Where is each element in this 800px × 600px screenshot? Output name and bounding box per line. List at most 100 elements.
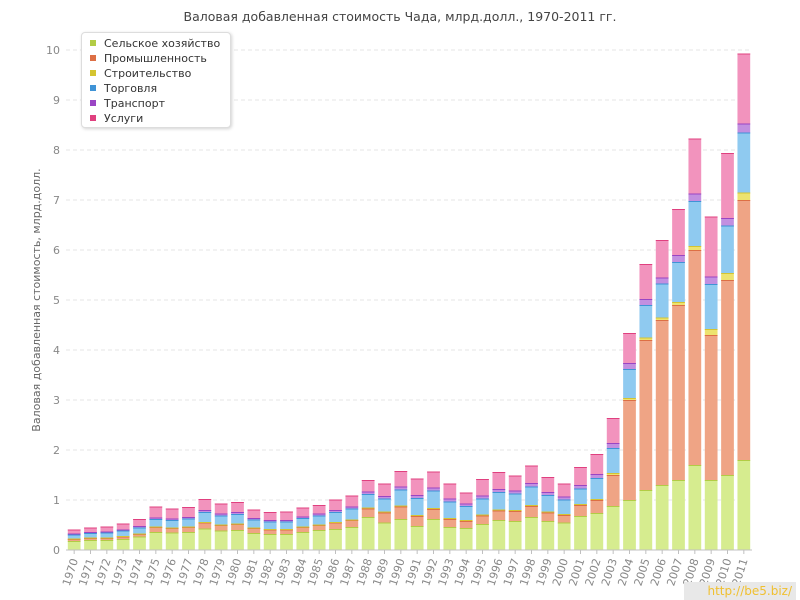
bar-segment[interactable] xyxy=(459,528,473,550)
bar-segment[interactable] xyxy=(476,498,489,515)
bar-segment[interactable] xyxy=(116,536,130,540)
bar-segment[interactable] xyxy=(557,515,571,523)
bar-segment[interactable] xyxy=(427,490,440,509)
bar-segment[interactable] xyxy=(574,516,587,550)
bar-segment[interactable] xyxy=(476,515,489,525)
bar-segment[interactable] xyxy=(263,512,277,520)
bar-segment[interactable] xyxy=(427,487,440,491)
bar-segment[interactable] xyxy=(410,498,424,515)
bar-segment[interactable] xyxy=(443,519,457,527)
bar-segment[interactable] xyxy=(672,302,685,305)
bar-segment[interactable] xyxy=(394,489,408,506)
bar-segment[interactable] xyxy=(116,539,130,550)
bar-segment[interactable] xyxy=(590,513,604,550)
bar-segment[interactable] xyxy=(737,53,751,124)
bar-segment[interactable] xyxy=(280,521,293,530)
legend-item-transport[interactable]: Транспорт xyxy=(90,96,165,111)
legend-item-services[interactable]: Услуги xyxy=(90,111,143,126)
bar-segment[interactable] xyxy=(721,153,734,218)
bar-segment[interactable] xyxy=(214,530,228,551)
bar-segment[interactable] xyxy=(410,526,424,550)
bar-segment[interactable] xyxy=(214,503,228,514)
bar-segment[interactable] xyxy=(296,532,310,550)
bar-segment[interactable] xyxy=(606,443,620,448)
bar-segment[interactable] xyxy=(508,511,522,521)
bar-segment[interactable] xyxy=(704,284,718,329)
bar-segment[interactable] xyxy=(655,277,669,284)
bar-segment[interactable] xyxy=(688,193,702,202)
bar-segment[interactable] xyxy=(508,493,522,511)
bar-segment[interactable] xyxy=(688,138,702,194)
bar-segment[interactable] xyxy=(67,541,81,550)
bar-segment[interactable] xyxy=(737,123,751,133)
bar-segment[interactable] xyxy=(476,524,489,550)
bar-segment[interactable] xyxy=(672,255,685,262)
bar-segment[interactable] xyxy=(165,532,179,551)
bar-segment[interactable] xyxy=(410,495,424,498)
bar-segment[interactable] xyxy=(100,540,114,550)
bar-segment[interactable] xyxy=(133,534,146,537)
legend-item-construction[interactable]: Строительство xyxy=(90,66,191,81)
bar-segment[interactable] xyxy=(67,529,81,534)
bar-segment[interactable] xyxy=(378,496,391,499)
bar-segment[interactable] xyxy=(361,491,375,495)
bar-segment[interactable] xyxy=(427,509,440,519)
bar-segment[interactable] xyxy=(427,519,440,550)
bar-segment[interactable] xyxy=(704,216,718,277)
bar-segment[interactable] xyxy=(329,499,342,511)
bar-segment[interactable] xyxy=(296,518,310,527)
bar-segment[interactable] xyxy=(247,519,261,528)
bar-segment[interactable] xyxy=(84,527,97,533)
bar-segment[interactable] xyxy=(443,498,457,502)
bar-segment[interactable] xyxy=(198,522,212,529)
bar-segment[interactable] xyxy=(100,532,114,538)
bar-segment[interactable] xyxy=(639,490,653,550)
bar-segment[interactable] xyxy=(231,524,244,530)
bar-segment[interactable] xyxy=(623,363,636,369)
bar-segment[interactable] xyxy=(721,273,734,280)
bar-segment[interactable] xyxy=(116,530,130,537)
bar-segment[interactable] xyxy=(263,521,277,530)
bar-segment[interactable] xyxy=(688,465,702,550)
bar-segment[interactable] xyxy=(116,523,130,530)
bar-segment[interactable] xyxy=(606,448,620,473)
bar-segment[interactable] xyxy=(149,506,163,518)
bar-segment[interactable] xyxy=(296,527,310,532)
bar-segment[interactable] xyxy=(427,471,440,488)
bar-segment[interactable] xyxy=(198,512,212,522)
bar-segment[interactable] xyxy=(133,527,146,534)
bar-segment[interactable] xyxy=(606,418,620,443)
bar-segment[interactable] xyxy=(345,508,359,520)
bar-segment[interactable] xyxy=(557,483,571,497)
bar-segment[interactable] xyxy=(198,499,212,510)
bar-segment[interactable] xyxy=(492,492,506,510)
bar-segment[interactable] xyxy=(541,477,555,492)
bar-segment[interactable] xyxy=(574,467,587,485)
bar-segment[interactable] xyxy=(263,529,277,535)
bar-segment[interactable] xyxy=(231,502,244,512)
bar-segment[interactable] xyxy=(182,518,195,527)
bar-segment[interactable] xyxy=(378,522,391,551)
bar-segment[interactable] xyxy=(329,529,342,550)
bar-segment[interactable] xyxy=(721,218,734,226)
bar-segment[interactable] xyxy=(541,512,555,522)
bar-segment[interactable] xyxy=(606,475,620,506)
bar-segment[interactable] xyxy=(361,517,375,550)
watermark-link[interactable]: http://be5.biz/ xyxy=(684,582,796,600)
bar-segment[interactable] xyxy=(443,501,457,519)
bar-segment[interactable] xyxy=(541,492,555,495)
bar-segment[interactable] xyxy=(394,486,408,490)
bar-segment[interactable] xyxy=(133,519,146,526)
bar-segment[interactable] xyxy=(394,471,408,487)
legend-item-industry[interactable]: Промышленность xyxy=(90,51,207,66)
bar-segment[interactable] xyxy=(361,494,375,508)
bar-segment[interactable] xyxy=(590,478,604,499)
bar-segment[interactable] xyxy=(606,506,620,550)
bar-segment[interactable] xyxy=(231,530,244,550)
bar-segment[interactable] xyxy=(149,519,163,527)
bar-segment[interactable] xyxy=(345,495,359,507)
bar-segment[interactable] xyxy=(182,527,195,532)
bar-segment[interactable] xyxy=(623,500,636,550)
bar-segment[interactable] xyxy=(525,506,538,517)
bar-segment[interactable] xyxy=(361,480,375,492)
